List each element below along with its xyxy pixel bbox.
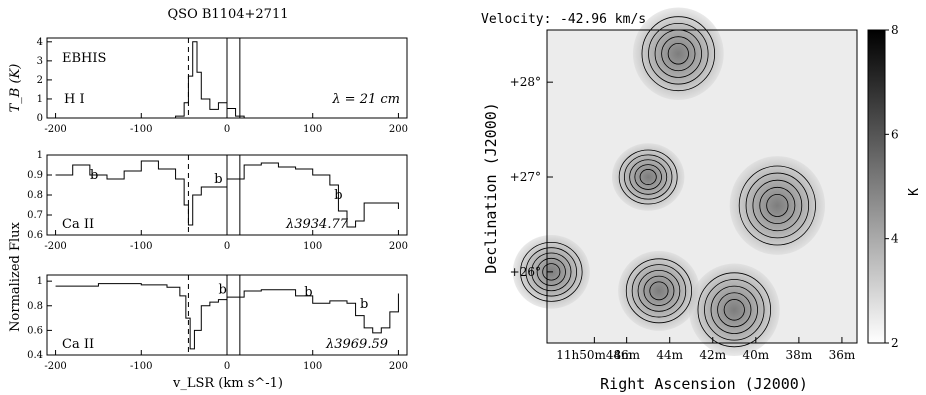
y-tick-label: 0.9 [27,170,43,181]
blend-annotation: b [304,285,312,300]
x-tick-label: 200 [389,361,408,372]
y-tick-label: 0.6 [27,325,43,336]
dec-tick-label: +27° [510,170,541,184]
colorbar [867,29,886,344]
y-tick-label: 0 [37,113,43,124]
velocity-x-axis-label: v_LSR (km s^-1) [172,376,283,391]
hi-survey-label: EBHIS [62,51,106,66]
emission-blob [729,156,826,255]
x-tick-label: -200 [44,241,66,252]
x-tick-label: -100 [130,361,152,372]
x-tick-label: 0 [224,241,230,252]
x-tick-label: 100 [303,361,322,372]
x-tick-label: 0 [224,124,230,135]
velocity-value: -42.96 km/s [560,12,646,27]
caii-3969-species-label: Ca II [62,337,94,352]
blend-annotation: b [214,172,222,187]
caii-3969-spectrum-line [55,283,399,350]
colorbar-label: K [907,188,922,196]
emission-blob [611,143,685,211]
x-tick-label: 200 [389,124,408,135]
caii-3969-wavelength-label: λ3969.59 [325,337,388,352]
colorbar-tick-label: 8 [891,23,899,37]
y-tick-label: 1 [37,276,43,287]
y-tick-label: 0.7 [27,210,43,221]
caii-3934-panel: -200 -100 0 100 200 0.6 0.7 0.8 0.9 1 b b b Ca II λ3… [27,150,408,252]
caii-3969-panel: -200 -100 0 100 200 0.4 0.6 0.8 1 b b b Ca II λ3969… [27,274,408,391]
hi-species-label: H I [64,92,85,107]
ra-tick-label: 11h50m48m [556,348,633,362]
dec-tick-label: +28° [510,75,541,89]
y-tick-label: 0.8 [27,190,43,201]
y-tick-label: 1 [37,94,43,105]
dec-tick-label: +26° [510,265,541,279]
caii-3934-species-label: Ca II [62,217,94,232]
colorbar-tick-label: 4 [891,232,899,246]
figure-title: QSO B1104+2711 [168,7,289,22]
caii-3934-wavelength-label: λ3934.77 [285,217,349,232]
blend-annotation: b [219,282,227,297]
y-tick-label: 2 [37,75,43,86]
emission-blob [688,263,780,357]
x-tick-label: -200 [44,124,66,135]
hi-wavelength-label: λ = 21 cm [331,92,400,107]
hi-spectrum-line [55,41,399,119]
y-tick-label: 1 [37,150,43,161]
x-tick-label: -200 [44,361,66,372]
colorbar-tick-label: 2 [891,336,899,350]
ra-tick-label: 44m [656,348,683,362]
y-tick-label: 4 [37,37,43,48]
ra-tick-label: 42m [699,348,726,362]
map-x-axis-label: Right Ascension (J2000) [600,375,808,393]
x-tick-label: 0 [224,361,230,372]
x-tick-label: -100 [130,124,152,135]
ra-tick-label: 40m [742,348,769,362]
emission-blob [618,250,700,331]
x-tick-label: 100 [303,124,322,135]
y-tick-label: 0.6 [27,230,43,241]
blend-annotation: b [90,168,98,183]
ra-tick-label: 46m [613,348,640,362]
colorbar-tick-label: 6 [891,127,899,141]
hi-map-panel: Velocity: -42.96 km/s Declination (J2000… [481,7,922,393]
hi-spectrum-panel: -200 -100 0 100 200 0 1 2 3 4 EBHIS H I λ = 21 cm… [8,37,408,135]
y-tick-label: 0.4 [27,350,43,361]
blend-annotation: b [360,297,368,312]
map-y-axis-label: Declination (J2000) [482,102,500,274]
velocity-label: Velocity: [481,12,551,27]
ra-tick-label: 36m [829,348,856,362]
map-frame [546,29,858,344]
y-tick-label: 0.8 [27,301,43,312]
blend-annotation: b [334,188,342,203]
x-tick-label: 200 [389,241,408,252]
normalized-flux-label: Normalized Flux [8,221,23,331]
emission-blob [632,7,724,100]
x-tick-label: 100 [303,241,322,252]
hi-y-axis-label: T_B (K) [8,64,23,113]
ra-tick-label: 38m [786,348,813,362]
y-tick-label: 3 [37,56,43,67]
x-tick-label: -100 [130,241,152,252]
